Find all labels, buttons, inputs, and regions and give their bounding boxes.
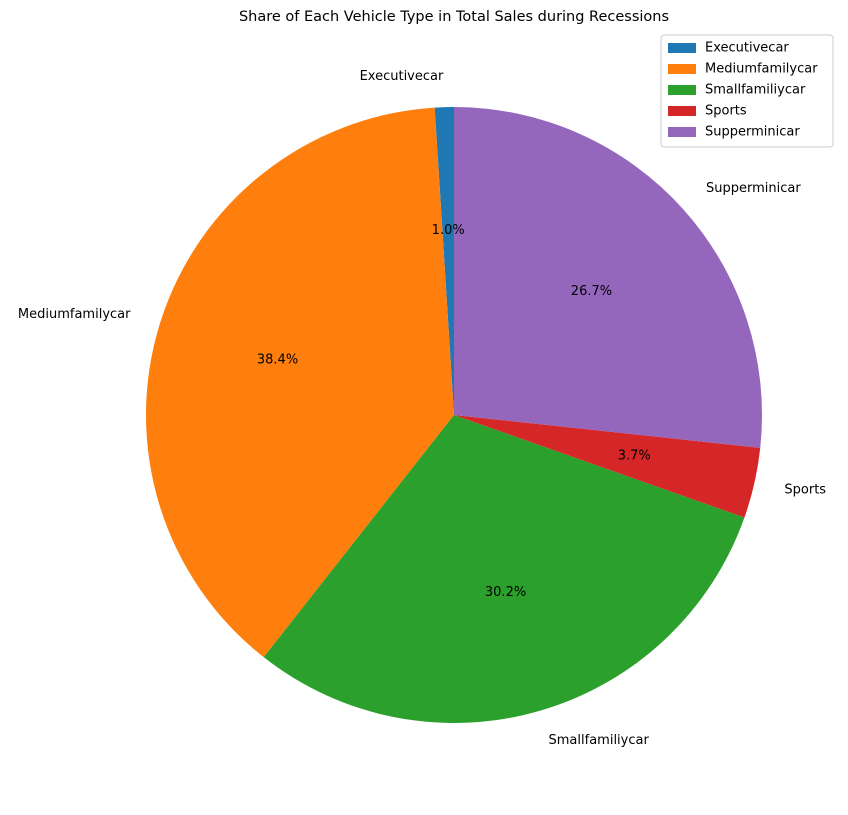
slice-label-executivecar: Executivecar (360, 69, 444, 84)
pie-slice-supperminicar (454, 107, 763, 448)
pie-slice-smallfamiliycar (263, 415, 745, 723)
legend: Executivecar Mediumfamilycar Smallfamiliyc… (660, 34, 834, 148)
legend-label-executivecar: Executivecar (705, 41, 789, 56)
slice-percent-smallfamiliycar: 30.2% (485, 585, 526, 600)
legend-label-supperminicar: Supperminicar (705, 125, 800, 140)
slice-percent-sports: 3.7% (618, 448, 651, 463)
legend-label-smallfamiliycar: Smallfamiliycar (705, 83, 806, 98)
slice-label-smallfamiliycar: Smallfamiliycar (549, 733, 650, 748)
slice-percent-labels: 1.0% 38.4% 30.2% 3.7% 26.7% (257, 223, 651, 600)
slice-label-mediumfamilycar: Mediumfamilycar (18, 307, 131, 322)
slice-label-supperminicar: Supperminicar (706, 181, 801, 196)
slice-percent-mediumfamilycar: 38.4% (257, 353, 298, 368)
pie-slice-executivecar (434, 107, 454, 415)
slice-percent-executivecar: 1.0% (432, 223, 465, 238)
legend-swatch-mediumfamilycar (668, 64, 696, 74)
legend-swatch-smallfamiliycar (668, 85, 696, 95)
legend-label-mediumfamilycar: Mediumfamilycar (705, 62, 818, 77)
legend-frame (660, 34, 834, 148)
pie-slices (146, 107, 763, 723)
pie-slice-mediumfamilycar (146, 107, 454, 658)
legend-items: Executivecar Mediumfamilycar Smallfamiliyc… (668, 41, 818, 140)
slice-percent-supperminicar: 26.7% (571, 284, 612, 299)
chart-title: Share of Each Vehicle Type in Total Sale… (239, 9, 669, 25)
slice-label-sports: Sports (784, 482, 826, 497)
slice-name-labels: Executivecar Mediumfamilycar Smallfamiliyc… (18, 69, 826, 748)
legend-swatch-sports (668, 106, 696, 116)
legend-swatch-executivecar (668, 43, 696, 53)
legend-label-sports: Sports (705, 104, 747, 119)
pie-slice-sports (454, 415, 761, 518)
legend-swatch-supperminicar (668, 127, 696, 137)
